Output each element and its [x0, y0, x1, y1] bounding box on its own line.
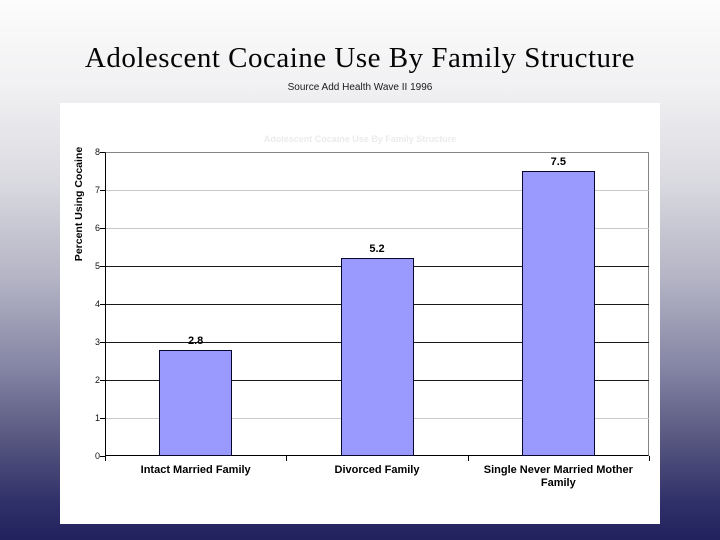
chart-inner-title: Adolescent Cocaine Use By Family Structu…: [263, 134, 457, 144]
y-tick-label: 7: [94, 185, 100, 195]
x-axis-tick-mark: [105, 456, 106, 461]
gridline: [106, 228, 649, 229]
y-tick-label: 1: [94, 413, 100, 423]
slide-subtitle: Source Add Health Wave II 1996: [287, 82, 433, 93]
y-tick-label: 8: [94, 147, 100, 157]
y-axis-tick-mark: [100, 418, 105, 419]
y-tick-label: 5: [94, 261, 100, 271]
bar-value-label: 7.5: [550, 156, 566, 168]
bar: [340, 258, 414, 456]
y-tick-label: 2: [94, 375, 100, 385]
bar-value-label: 5.2: [369, 243, 385, 256]
y-tick-label: 0: [94, 451, 100, 461]
category-label: Divorced Family: [286, 464, 467, 477]
slide-title: Adolescent Cocaine Use By Family Structu…: [84, 42, 636, 74]
y-axis-tick-mark: [100, 152, 105, 153]
y-tick-label: 4: [94, 299, 100, 309]
y-axis-tick-mark: [100, 342, 105, 343]
y-axis-tick-mark: [100, 380, 105, 381]
y-axis-tick-mark: [100, 190, 105, 191]
bar-value-label: 2.8: [188, 334, 204, 347]
gridline: [106, 190, 649, 191]
x-axis-tick-mark: [649, 456, 650, 461]
category-label-text: Single Never Married Mother Family: [483, 464, 633, 489]
y-axis-tick-mark: [100, 266, 105, 267]
category-label-text: Divorced Family: [334, 464, 420, 476]
category-label: Single Never Married Mother Family: [468, 464, 649, 490]
bar: [159, 349, 233, 456]
x-axis-tick-mark: [467, 456, 469, 461]
y-tick-label: 6: [94, 223, 100, 233]
y-tick-label: 3: [94, 337, 100, 347]
x-axis-tick-mark: [286, 456, 288, 461]
category-label: Intact Married Family: [105, 464, 286, 477]
y-axis-title: Percent Using Cocaine: [73, 146, 85, 262]
bar: [521, 171, 595, 456]
bar-chart: Adolescent Cocaine Use By Family Structu…: [60, 103, 660, 524]
category-label-text: Intact Married Family: [140, 464, 251, 476]
y-axis-tick-mark: [100, 228, 105, 229]
y-axis-tick-mark: [100, 304, 105, 305]
y-axis-tick-mark: [100, 456, 105, 457]
